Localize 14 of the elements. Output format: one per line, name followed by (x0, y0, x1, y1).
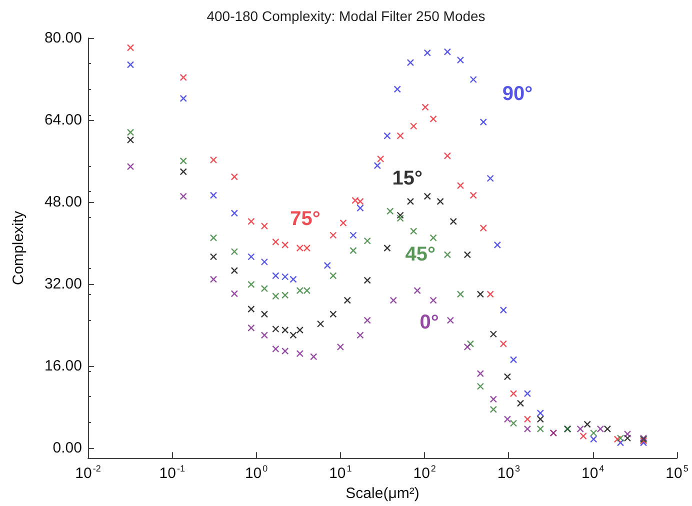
y-tick-label: 16.00 (44, 357, 82, 374)
y-tick-label: 32.00 (44, 275, 82, 292)
chart-title: 400-180 Complexity: Modal Filter 250 Modes (206, 8, 486, 24)
series-label: 45° (405, 243, 436, 266)
x-axis-title: Scale(μm²) (346, 485, 420, 502)
series-label: 0° (420, 312, 439, 334)
y-tick-label: 80.00 (44, 30, 82, 46)
y-axis-title: Complexity (10, 210, 27, 286)
series-label: 90° (502, 82, 533, 105)
series-label: 75° (290, 208, 320, 230)
series-label: 15° (392, 167, 423, 190)
y-tick-label: 64.00 (44, 111, 82, 128)
y-tick-label: 0.00 (52, 439, 82, 456)
y-tick-label: 48.00 (44, 193, 82, 210)
